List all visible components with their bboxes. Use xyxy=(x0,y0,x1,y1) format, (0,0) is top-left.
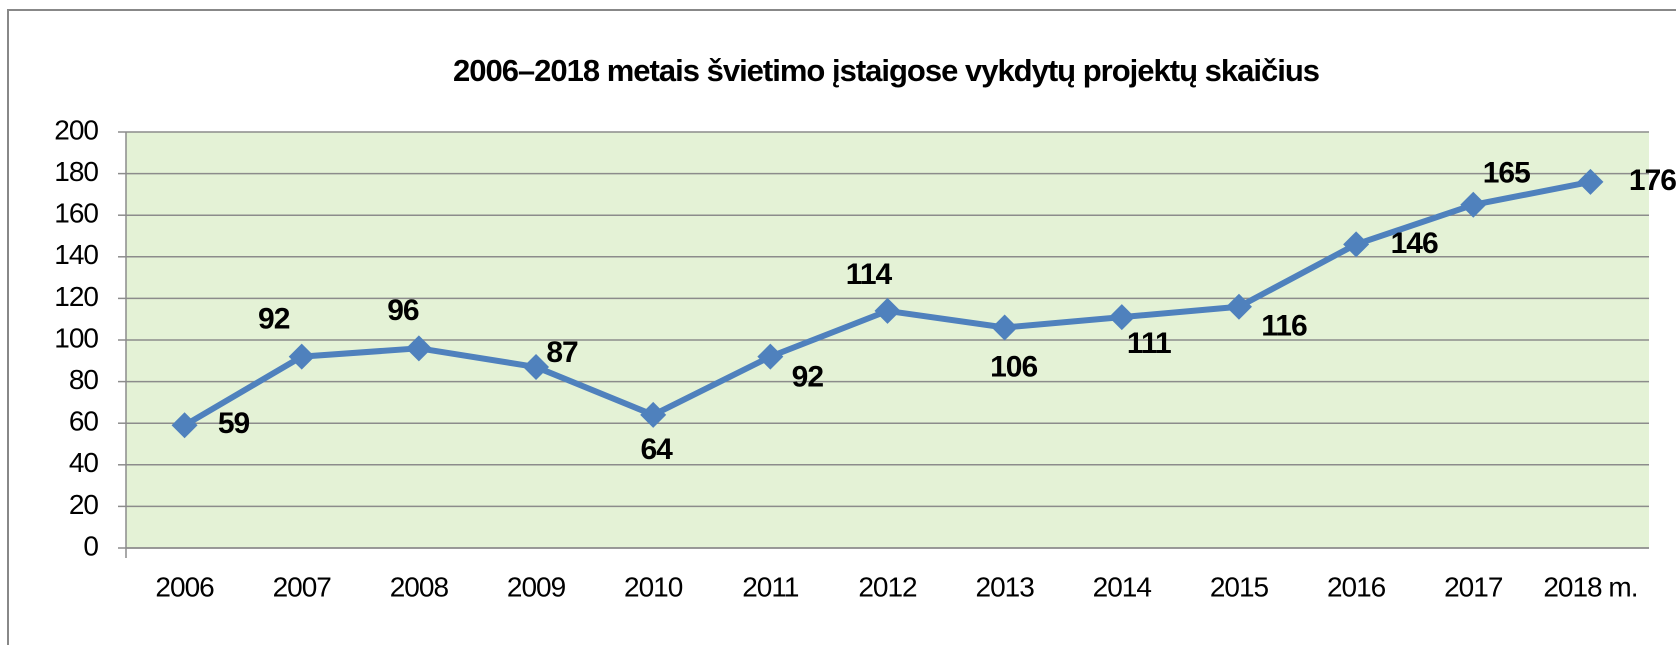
y-tick-label: 200 xyxy=(54,114,98,145)
y-tick-label: 180 xyxy=(54,156,98,187)
data-label: 106 xyxy=(990,350,1037,383)
y-tick-label: 0 xyxy=(83,530,98,561)
chart-title: 2006–2018 metais švietimo įstaigose vykd… xyxy=(453,53,1319,88)
y-tick-label: 160 xyxy=(54,198,98,229)
x-tick-label: 2008 xyxy=(390,571,449,602)
marker xyxy=(1108,304,1135,331)
marker xyxy=(874,297,901,324)
x-tick-label: 2006 xyxy=(155,571,214,602)
x-tick-label: 2016 xyxy=(1327,571,1386,602)
marker xyxy=(1225,293,1252,320)
marker xyxy=(640,401,667,428)
data-label: 64 xyxy=(641,433,674,466)
y-tick-label: 80 xyxy=(69,364,99,395)
data-label: 92 xyxy=(792,361,824,394)
x-tick-label: 2009 xyxy=(507,571,566,602)
x-tick-label: 2013 xyxy=(976,571,1035,602)
data-label: 111 xyxy=(1127,327,1171,360)
data-label: 114 xyxy=(846,258,893,291)
data-label: 165 xyxy=(1483,157,1530,190)
marker xyxy=(405,335,432,362)
x-tick-label: 2017 xyxy=(1444,571,1503,602)
marker xyxy=(1343,231,1370,258)
y-tick-label: 40 xyxy=(69,447,99,478)
marker xyxy=(757,343,784,370)
x-tick-label: 2014 xyxy=(1093,571,1152,602)
y-tick-label: 60 xyxy=(69,406,99,437)
marker xyxy=(1577,168,1604,195)
x-tick-label: 2007 xyxy=(273,571,332,602)
x-tick-label: 2012 xyxy=(858,571,917,602)
y-tick-label: 140 xyxy=(54,239,98,270)
marker xyxy=(523,354,550,381)
data-label: 59 xyxy=(218,407,250,440)
data-label: 116 xyxy=(1261,310,1307,343)
marker xyxy=(171,412,198,439)
x-tick-label: 2015 xyxy=(1210,571,1269,602)
x-tick-label: 2011 xyxy=(742,571,799,602)
y-tick-label: 20 xyxy=(69,489,99,520)
data-label: 96 xyxy=(387,294,419,327)
data-label: 92 xyxy=(258,303,290,336)
y-tick-label: 120 xyxy=(54,281,98,312)
y-tick-label: 100 xyxy=(54,322,98,353)
marker xyxy=(1460,191,1487,218)
marker xyxy=(288,343,315,370)
data-label: 176 xyxy=(1629,164,1676,197)
data-label: 87 xyxy=(546,336,578,369)
x-tick-label: 2010 xyxy=(624,571,683,602)
x-tick-label: 2018 m. xyxy=(1543,571,1637,602)
data-label: 146 xyxy=(1391,227,1438,260)
marker xyxy=(991,314,1018,341)
